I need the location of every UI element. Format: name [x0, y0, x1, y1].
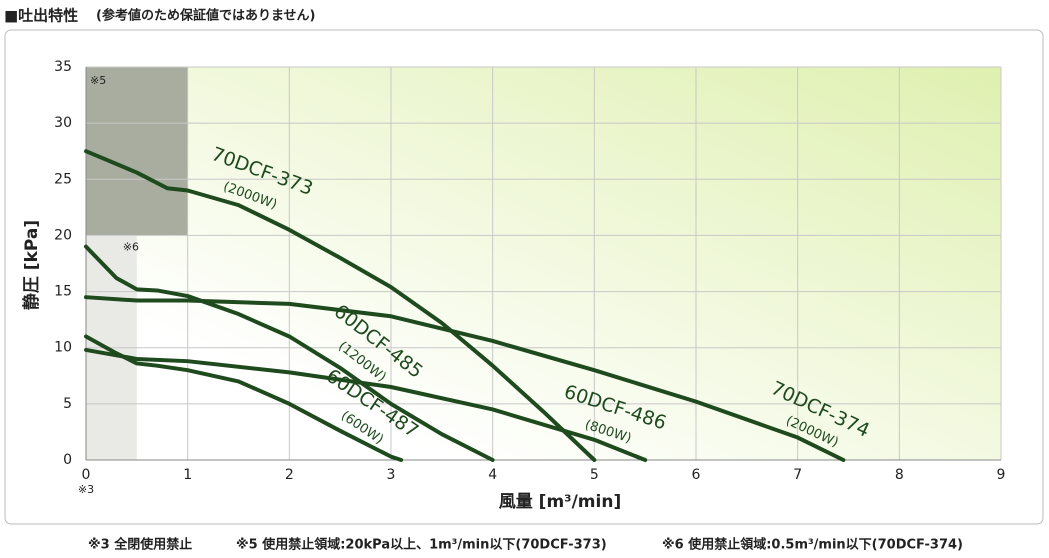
curve: [84, 347, 648, 462]
x-axis-label: 風量 [m³/min]: [499, 491, 621, 512]
y-tick-label: 25: [54, 171, 72, 187]
x-tick-label: 7: [793, 467, 802, 483]
x-tick-label: 2: [285, 467, 294, 483]
x-tick-label: 4: [488, 467, 497, 483]
footnote: ※5 使用禁止領域:20kPa以上、1m³/min以下(70DCF-373): [236, 537, 607, 553]
chart-title: ■吐出特性: [4, 7, 78, 25]
plot-area: [86, 67, 1001, 460]
region-label: ※6: [123, 240, 139, 253]
y-axis-label: 静圧 [kPa]: [21, 220, 42, 310]
x-tick-label: 1: [183, 467, 192, 483]
x-tick-label: 5: [590, 467, 599, 483]
y-tick-label: 35: [54, 59, 72, 75]
x-tick-label: 8: [895, 467, 904, 483]
y-tick-label: 20: [54, 227, 72, 243]
footnote: ※3 全閉使用禁止: [88, 537, 192, 553]
y-tick-label: 0: [63, 452, 72, 468]
x-tick-label: 6: [692, 467, 701, 483]
y-tick-label: 5: [63, 396, 72, 412]
forbidden-region: [86, 67, 188, 236]
region-label: ※5: [90, 74, 106, 87]
x-tick-label: 3: [387, 467, 396, 483]
x-tick-label: 9: [997, 467, 1006, 483]
y-tick-label: 30: [54, 115, 72, 131]
curve: [84, 244, 495, 462]
x-tick-label: 0: [82, 467, 91, 483]
origin-note: ※3: [78, 483, 94, 496]
footnote: ※6 使用禁止領域:0.5m³/min以下(70DCF-374): [662, 537, 963, 553]
curve: [84, 295, 846, 462]
chart-subtitle: (参考値のため保証値ではありません): [96, 8, 316, 24]
curve: [84, 149, 597, 462]
y-tick-label: 10: [54, 340, 72, 356]
y-tick-label: 15: [54, 284, 72, 300]
